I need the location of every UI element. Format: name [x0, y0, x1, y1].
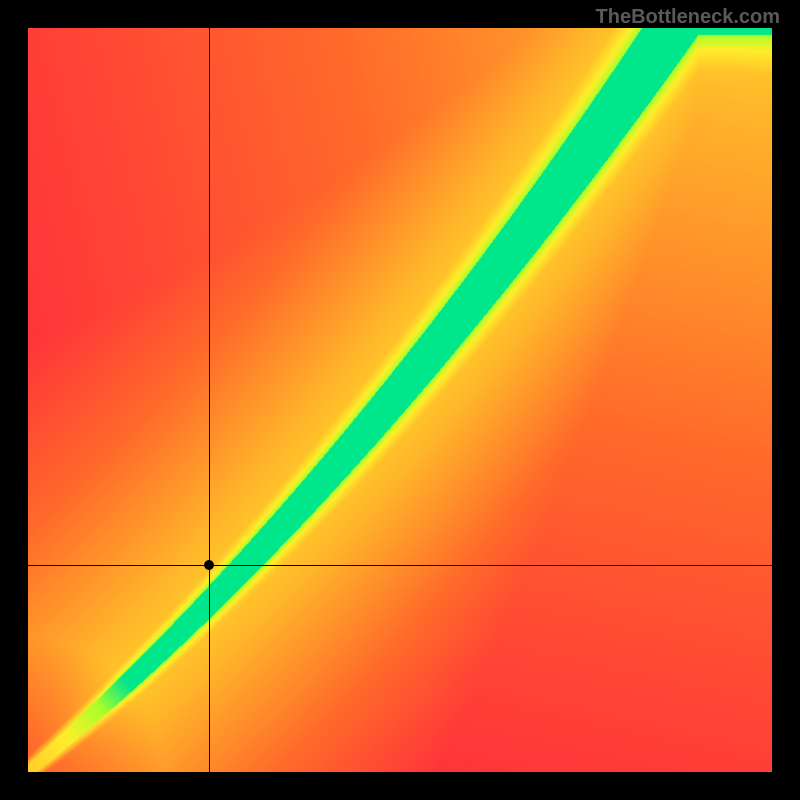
- crosshair-marker: [204, 560, 214, 570]
- plot-area: [28, 28, 772, 772]
- crosshair-horizontal-line: [28, 565, 772, 566]
- watermark-text: TheBottleneck.com: [596, 6, 780, 29]
- heatmap-canvas: [28, 28, 772, 772]
- crosshair-vertical-line: [209, 28, 210, 772]
